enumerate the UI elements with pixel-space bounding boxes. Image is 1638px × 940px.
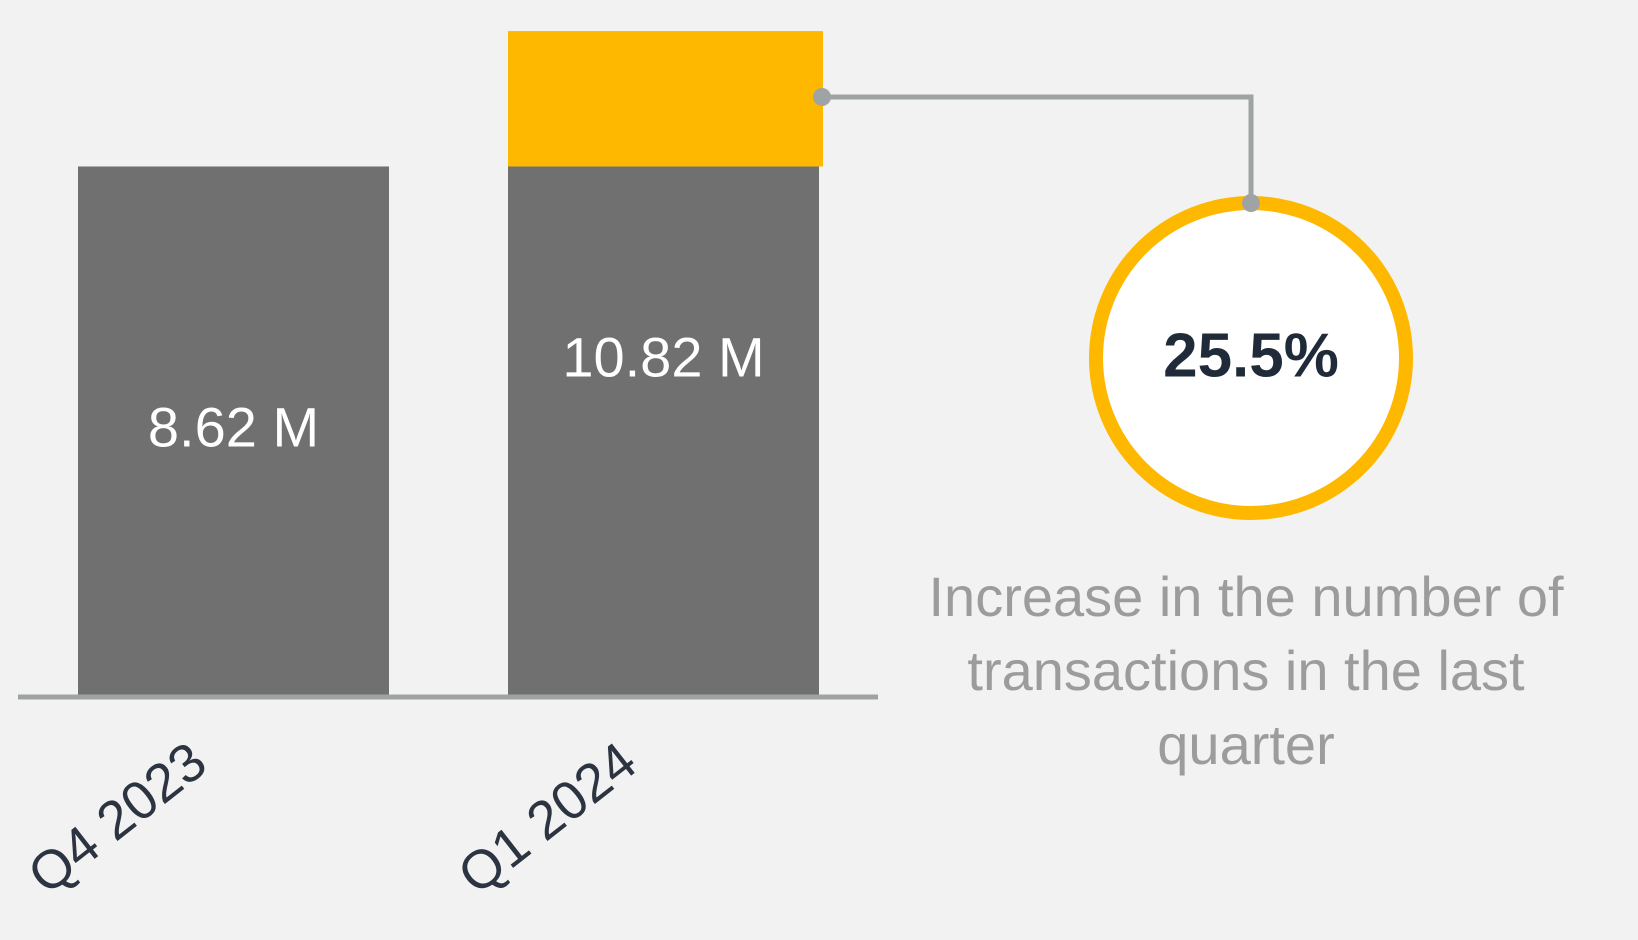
bar-increase (508, 31, 823, 167)
annotation-text: Increase in the number of transactions i… (928, 565, 1564, 776)
x-tick-label: Q1 2024 (447, 731, 647, 906)
connector-dot (813, 88, 831, 106)
bars: 8.62 M Q4 2023 10.82 M Q1 2024 (17, 31, 878, 906)
x-tick-label: Q4 2023 (17, 731, 217, 906)
connector-dot (1242, 194, 1260, 212)
bar (78, 166, 389, 698)
connector (822, 94, 1254, 203)
value-label: 10.82 M (562, 326, 764, 389)
callout: 25.5% (813, 88, 1413, 520)
value-label: 8.62 M (148, 396, 319, 459)
annotation: 25.5% (1163, 321, 1339, 390)
bar (508, 166, 819, 698)
